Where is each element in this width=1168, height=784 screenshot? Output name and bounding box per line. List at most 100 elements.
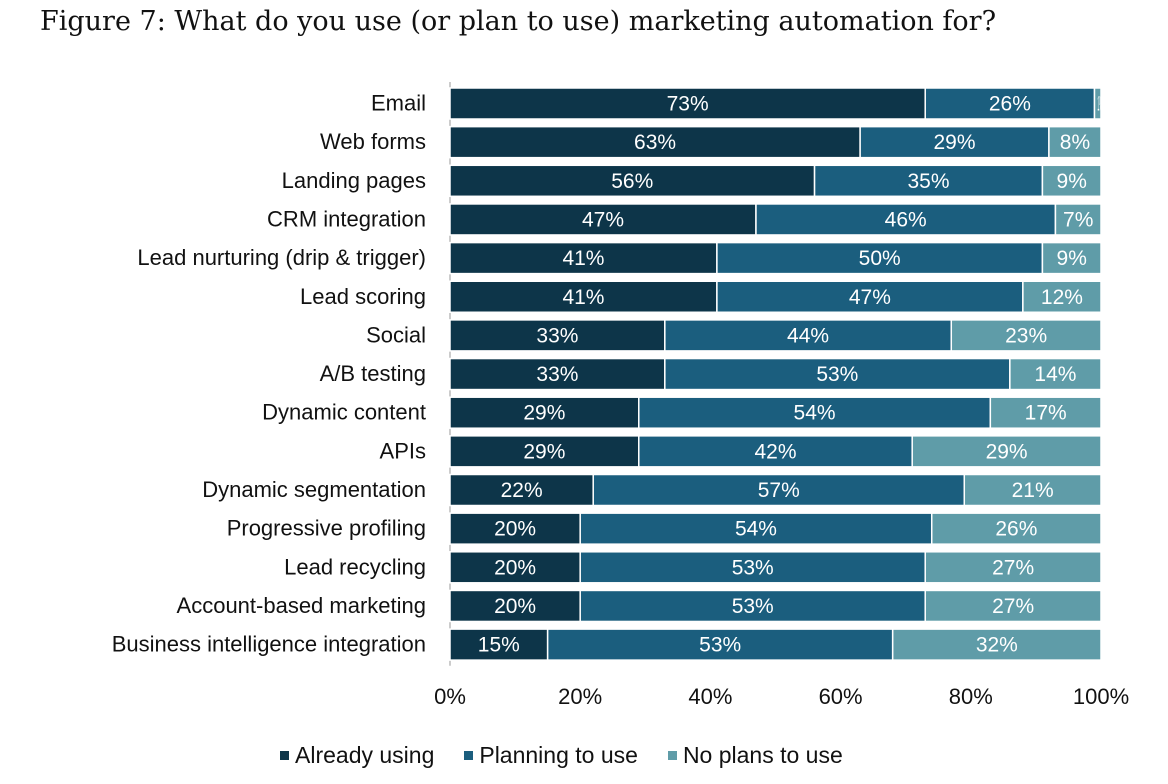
bar-segment bbox=[930, 512, 1102, 545]
data-label: 41% bbox=[562, 247, 604, 270]
data-label: 20% bbox=[494, 556, 536, 579]
legend: Already using Planning to use No plans t… bbox=[280, 742, 843, 769]
legend-label-planning-to-use: Planning to use bbox=[479, 742, 638, 768]
data-label: 54% bbox=[794, 402, 836, 425]
data-label: 47% bbox=[849, 286, 891, 309]
data-label: 44% bbox=[787, 324, 829, 347]
bar-segment bbox=[449, 628, 549, 661]
legend-label-no-plans-to-use: No plans to use bbox=[682, 742, 843, 768]
data-label: 14% bbox=[1034, 363, 1076, 386]
data-label: 57% bbox=[758, 479, 800, 502]
bar-segment bbox=[924, 551, 1102, 584]
data-label: 29% bbox=[986, 440, 1028, 463]
data-label: 20% bbox=[494, 595, 536, 618]
category-label: Business intelligence integration bbox=[112, 632, 426, 657]
legend-swatch-already-using bbox=[280, 751, 289, 760]
bar-segment bbox=[449, 125, 861, 159]
data-label: 54% bbox=[735, 518, 777, 541]
data-label: 33% bbox=[536, 363, 578, 386]
x-tick-label: 100% bbox=[1073, 684, 1129, 709]
data-label: 17% bbox=[1025, 402, 1067, 425]
bar-segment bbox=[592, 473, 966, 507]
data-label: 1% bbox=[1097, 93, 1102, 116]
category-label: Lead recycling bbox=[284, 554, 426, 579]
bar-segment bbox=[638, 435, 913, 468]
legend-label-already-using: Already using bbox=[295, 742, 435, 768]
bar-segment bbox=[449, 319, 666, 352]
data-label: 53% bbox=[732, 595, 774, 618]
bar-segment bbox=[449, 589, 581, 623]
data-label: 29% bbox=[523, 402, 565, 425]
data-label: 29% bbox=[934, 131, 976, 154]
data-label: 73% bbox=[667, 93, 709, 116]
bar-segment bbox=[891, 628, 1102, 661]
data-label: 27% bbox=[992, 556, 1034, 579]
data-label: 46% bbox=[885, 208, 927, 231]
bar-segment bbox=[1041, 241, 1102, 275]
data-label: 20% bbox=[494, 518, 536, 541]
data-label: 32% bbox=[976, 634, 1018, 657]
category-label: Email bbox=[371, 91, 426, 116]
category-label: Web forms bbox=[320, 129, 426, 154]
data-label: 9% bbox=[1057, 170, 1087, 193]
data-label: 53% bbox=[699, 634, 741, 657]
data-label: 26% bbox=[989, 93, 1031, 116]
data-label: 9% bbox=[1057, 247, 1087, 270]
bar-segment bbox=[924, 589, 1102, 623]
data-label: 8% bbox=[1060, 131, 1090, 154]
bar-segment bbox=[449, 241, 718, 275]
category-label: Account-based marketing bbox=[177, 593, 426, 618]
bar-segment bbox=[813, 164, 1044, 198]
bar-segment bbox=[449, 87, 926, 120]
bar-segment bbox=[1054, 203, 1102, 236]
category-label: CRM integration bbox=[267, 206, 426, 231]
bar-segment bbox=[449, 280, 718, 313]
data-label: 15% bbox=[478, 634, 520, 657]
data-label: 63% bbox=[634, 131, 676, 154]
data-label: 50% bbox=[859, 247, 901, 270]
data-label: 53% bbox=[816, 363, 858, 386]
legend-item-planning-to-use: Planning to use bbox=[464, 742, 638, 769]
category-label: Dynamic content bbox=[262, 400, 426, 425]
bar-segment bbox=[546, 628, 894, 661]
category-label: Lead nurturing (drip & trigger) bbox=[137, 245, 426, 270]
figure-title: Figure 7: What do you use (or plan to us… bbox=[40, 6, 997, 37]
x-tick-label: 0% bbox=[434, 684, 466, 709]
x-tick-label: 20% bbox=[558, 684, 602, 709]
category-label: A/B testing bbox=[320, 361, 426, 386]
bar-segment bbox=[924, 87, 1096, 120]
bar-segment bbox=[716, 280, 1024, 313]
data-label: 35% bbox=[907, 170, 949, 193]
bar-segment bbox=[859, 125, 1050, 159]
data-label: 27% bbox=[992, 595, 1034, 618]
x-tick-label: 80% bbox=[949, 684, 993, 709]
data-label: 26% bbox=[995, 518, 1037, 541]
bar-segment bbox=[1093, 87, 1102, 120]
category-label: Landing pages bbox=[282, 168, 426, 193]
data-label: 42% bbox=[754, 440, 796, 463]
bar-segment bbox=[989, 396, 1102, 429]
bar-segment bbox=[579, 512, 933, 545]
bar-segment bbox=[963, 473, 1102, 507]
data-label: 53% bbox=[732, 556, 774, 579]
x-tick-label: 60% bbox=[819, 684, 863, 709]
category-label: Progressive profiling bbox=[227, 516, 426, 541]
data-label: 29% bbox=[523, 440, 565, 463]
bar-segment bbox=[1041, 164, 1102, 198]
bar-segment bbox=[449, 473, 594, 507]
data-label: 33% bbox=[536, 324, 578, 347]
category-label: Social bbox=[366, 322, 426, 347]
bar-segment bbox=[911, 435, 1102, 468]
data-label: 41% bbox=[562, 286, 604, 309]
bar-segment bbox=[950, 319, 1102, 352]
data-label: 7% bbox=[1063, 208, 1093, 231]
data-label: 21% bbox=[1012, 479, 1054, 502]
bar-segment bbox=[449, 203, 757, 236]
legend-swatch-planning-to-use bbox=[464, 751, 474, 760]
category-label: APIs bbox=[380, 438, 426, 463]
legend-swatch-no-plans-to-use bbox=[667, 751, 677, 760]
bar-segment bbox=[664, 357, 1011, 391]
bar-segment bbox=[638, 396, 992, 429]
bar-segment bbox=[1048, 125, 1102, 159]
